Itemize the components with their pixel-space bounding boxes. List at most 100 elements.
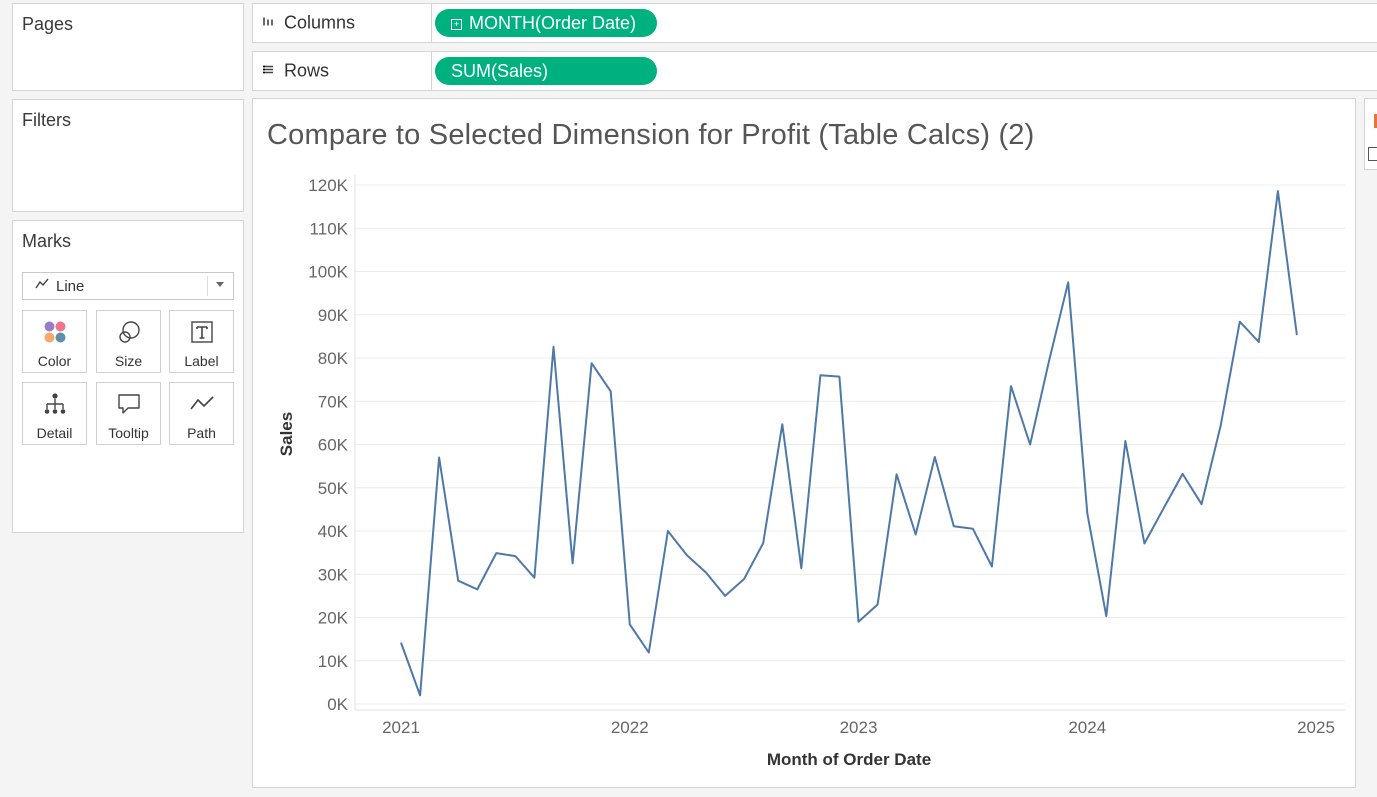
data-point[interactable] (1294, 332, 1300, 338)
y-tick-label: 40K (318, 522, 349, 541)
chevron-down-icon (216, 282, 224, 287)
data-point[interactable] (875, 602, 881, 608)
data-point[interactable] (1237, 319, 1243, 325)
detail-button[interactable]: Detail (22, 382, 87, 445)
mark-type-dropdown[interactable]: Line (22, 272, 234, 300)
view-card: Compare to Selected Dimension for Profit… (252, 98, 1356, 788)
line-mark-icon (35, 277, 49, 293)
data-point[interactable] (493, 550, 499, 556)
data-point[interactable] (1008, 383, 1014, 389)
tooltip-icon (97, 392, 160, 416)
data-point[interactable] (665, 528, 671, 534)
data-point[interactable] (455, 578, 461, 584)
data-point[interactable] (1046, 358, 1052, 364)
dropdown-divider (207, 276, 208, 296)
x-tick-label: 2021 (382, 718, 420, 737)
sum-sales-pill[interactable]: SUM(Sales) (435, 57, 657, 85)
page-title: Compare to Selected Dimension for Profit… (267, 119, 1035, 151)
data-point[interactable] (1027, 442, 1033, 448)
data-point[interactable] (760, 540, 766, 546)
text-label-icon (170, 320, 233, 344)
data-point[interactable] (1122, 438, 1128, 444)
y-tick-label: 0K (327, 695, 348, 714)
mark-type-label: Line (56, 278, 85, 295)
data-point[interactable] (856, 619, 862, 625)
path-button[interactable]: Path (169, 382, 234, 445)
data-point[interactable] (474, 586, 480, 592)
month-order-date-pill[interactable]: + MONTH(Order Date) (435, 9, 657, 37)
data-point[interactable] (894, 471, 900, 477)
data-point[interactable] (913, 531, 919, 537)
data-point[interactable] (417, 692, 423, 698)
data-point[interactable] (1103, 613, 1109, 619)
data-point[interactable] (570, 560, 576, 566)
color-label: Color (37, 353, 72, 369)
y-tick-label: 30K (318, 565, 349, 584)
size-icon (97, 320, 160, 344)
x-tick-label: 2022 (611, 718, 649, 737)
data-point[interactable] (970, 526, 976, 532)
data-point[interactable] (703, 570, 709, 576)
data-point[interactable] (627, 621, 633, 627)
data-point[interactable] (1084, 510, 1090, 516)
data-point[interactable] (512, 553, 518, 559)
data-point[interactable] (1256, 339, 1262, 345)
data-point[interactable] (817, 372, 823, 378)
rows-icon (262, 64, 274, 79)
data-point[interactable] (531, 575, 537, 581)
data-point[interactable] (741, 576, 747, 582)
data-point[interactable] (646, 650, 652, 656)
data-point[interactable] (1161, 506, 1167, 512)
tooltip-button[interactable]: Tooltip (96, 382, 161, 445)
color-icon (23, 320, 86, 344)
marks-title: Marks (22, 231, 71, 251)
tooltip-label: Tooltip (108, 425, 149, 441)
y-tick-label: 80K (318, 349, 349, 368)
data-point[interactable] (551, 344, 557, 350)
detail-label: Detail (36, 425, 73, 441)
data-point[interactable] (1199, 501, 1205, 507)
data-point[interactable] (1065, 279, 1071, 285)
pages-card: Pages (12, 3, 244, 91)
data-point[interactable] (608, 388, 614, 394)
y-tick-label: 110K (310, 219, 349, 238)
data-point[interactable] (1180, 471, 1186, 477)
columns-shelf[interactable]: Columns + MONTH(Order Date) (252, 3, 1377, 43)
x-tick-label: 2023 (840, 718, 878, 737)
color-button[interactable]: Color (22, 310, 87, 373)
detail-icon (23, 392, 86, 416)
rows-shelf[interactable]: Rows SUM(Sales) (252, 51, 1377, 91)
data-point[interactable] (1275, 188, 1281, 194)
y-tick-label: 120K (308, 176, 348, 195)
filters-title: Filters (22, 110, 71, 130)
data-point[interactable] (436, 454, 442, 460)
data-point[interactable] (779, 421, 785, 427)
columns-label: Columns (284, 12, 356, 33)
data-point[interactable] (836, 374, 842, 380)
size-button[interactable]: Size (96, 310, 161, 373)
data-point[interactable] (798, 565, 804, 571)
data-point[interactable] (1218, 422, 1224, 428)
data-point[interactable] (1141, 541, 1147, 547)
rows-label: Rows (284, 60, 330, 81)
y-tick-label: 100K (308, 263, 348, 282)
sales-line[interactable] (400, 190, 1298, 697)
data-point[interactable] (589, 360, 595, 366)
expand-plus-icon[interactable]: + (451, 19, 462, 30)
data-point[interactable] (398, 640, 404, 646)
label-button[interactable]: Label (169, 310, 234, 373)
columns-icon (262, 16, 274, 31)
y-tick-label: 10K (318, 652, 349, 671)
rows-pill-label: SUM(Sales) (451, 61, 549, 81)
data-point[interactable] (684, 552, 690, 558)
data-point[interactable] (951, 523, 957, 529)
data-point[interactable] (722, 593, 728, 599)
data-point[interactable] (989, 563, 995, 569)
legend-checkbox[interactable] (1368, 147, 1377, 161)
filters-card[interactable]: Filters (12, 99, 244, 212)
x-tick-label: 2025 (1297, 718, 1335, 737)
data-point[interactable] (932, 454, 938, 460)
y-tick-label: 20K (318, 609, 349, 628)
label-label: Label (184, 353, 219, 369)
line-chart[interactable]: 0K 10K 20K 30K 40K 50K 60K 70K 80K 90K 100K 110K 120… (253, 99, 1355, 787)
